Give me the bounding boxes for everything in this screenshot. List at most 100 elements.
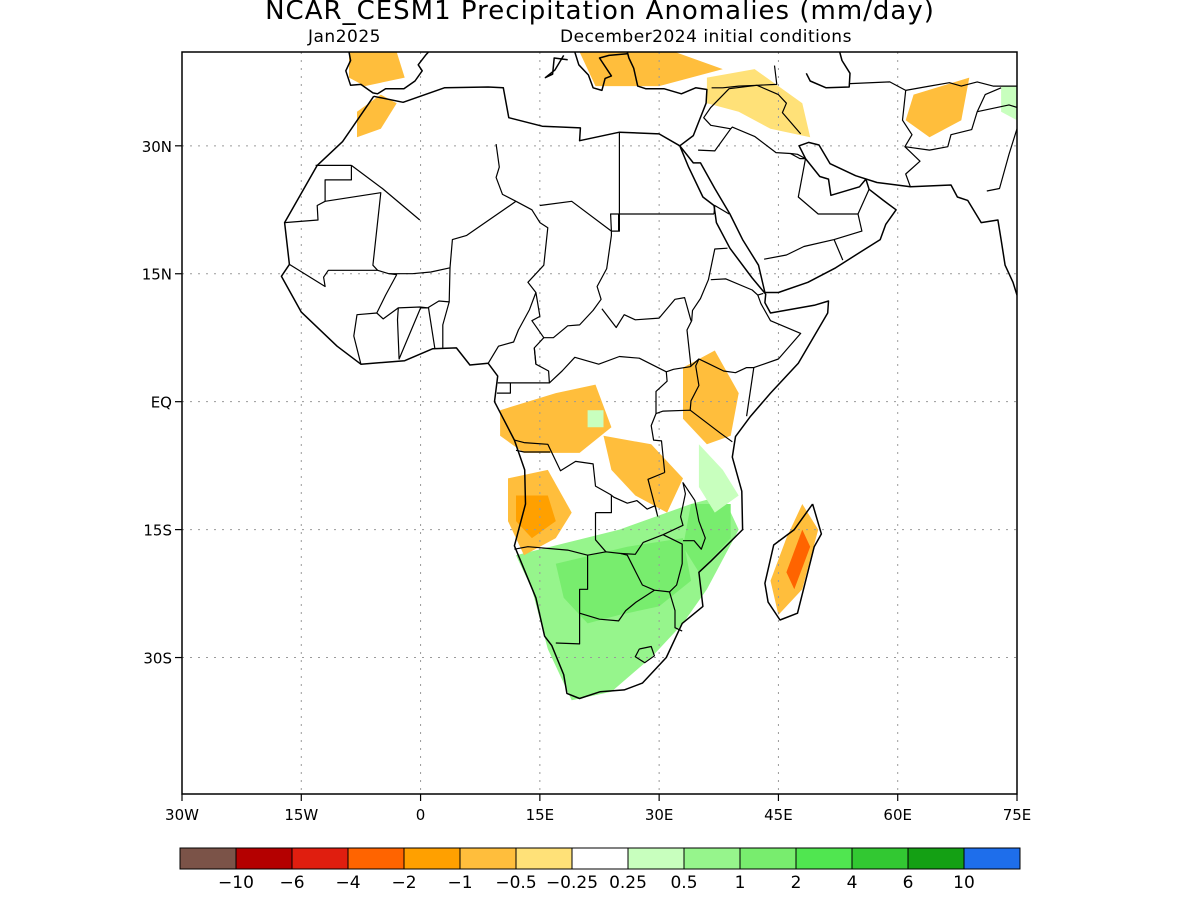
country-border <box>977 104 1017 113</box>
country-border <box>376 273 399 320</box>
colorbar-swatch <box>795 847 853 870</box>
colorbar-label: −4 <box>335 873 360 893</box>
x-tick-label: 15E <box>526 806 555 824</box>
anomaly-mozambique-wet <box>683 504 731 573</box>
country-borders <box>284 65 1017 664</box>
country-border <box>904 87 1002 151</box>
country-border <box>849 81 906 91</box>
colorbar: −10 −6 −4 −2 −1 −0.5 −0.25 0.25 0.5 1 2 4 6 10 <box>179 847 1021 893</box>
map-title: NCAR_CESM1 Precipitation Anomalies (mm/d… <box>265 0 935 26</box>
country-border <box>487 292 537 364</box>
colorbar-swatch <box>683 847 741 870</box>
country-border <box>514 439 665 517</box>
country-border <box>703 84 802 135</box>
country-border <box>353 312 377 365</box>
country-border <box>495 144 517 202</box>
colorbar-swatch <box>347 847 405 870</box>
anomaly-pakistan-dry <box>905 77 970 138</box>
country-border <box>698 126 806 160</box>
anomaly-pakistan-wet <box>1001 86 1017 121</box>
country-border <box>594 512 607 553</box>
anomaly-central-dry <box>603 435 683 513</box>
colorbar-label: −2 <box>391 873 416 893</box>
country-border <box>601 297 692 329</box>
coastline-mediterranean-n <box>626 52 708 147</box>
grid-lines <box>182 52 1017 794</box>
colorbar-swatch <box>235 847 293 870</box>
colorbar-swatch <box>851 847 909 870</box>
x-tick-label: 30E <box>645 806 674 824</box>
y-tick-label: 15N <box>142 266 172 284</box>
colorbar-label: −0.25 <box>546 873 598 893</box>
anomaly-aegean-dry <box>579 52 723 87</box>
y-tick-label: EQ <box>151 394 172 412</box>
country-border <box>686 247 728 367</box>
colorbar-swatch <box>179 847 237 870</box>
country-border <box>555 555 589 645</box>
country-border <box>548 355 700 384</box>
country-border <box>442 301 450 348</box>
country-border <box>515 449 551 453</box>
colorbar-label: 6 <box>903 873 914 893</box>
country-border <box>396 267 451 360</box>
country-border <box>763 152 863 260</box>
y-tick-label: 30S <box>143 650 172 668</box>
colorbar-label: −1 <box>447 873 472 893</box>
colorbar-label: −6 <box>279 873 304 893</box>
valid-month-label: Jan2025 <box>308 27 381 47</box>
country-border <box>689 358 755 417</box>
colorbar-label: −10 <box>218 873 254 893</box>
x-tick-label: 30W <box>165 806 199 824</box>
coastline-madagascar <box>764 503 823 621</box>
coastline-italy-greece <box>544 55 568 79</box>
colorbar-swatch <box>291 847 349 870</box>
coastline-iberia <box>345 52 430 95</box>
country-border <box>609 213 620 232</box>
y-tick-label: 15S <box>143 522 172 540</box>
colorbar-label: 4 <box>847 873 858 893</box>
country-border <box>905 81 1017 91</box>
x-tick-label: 75E <box>1003 806 1032 824</box>
anomaly-morocco-dry <box>357 94 397 138</box>
country-border <box>515 200 613 339</box>
x-tick-label: 0 <box>416 806 426 824</box>
country-border <box>514 546 622 556</box>
colorbar-label: 1 <box>735 873 746 893</box>
x-tick-label: 15W <box>284 806 318 824</box>
coastline-caspian-persian <box>805 52 851 89</box>
country-border <box>351 164 421 221</box>
colorbar-swatch <box>627 847 685 870</box>
anomaly-south-africa-wet-core <box>555 538 691 624</box>
coastline-arabia <box>679 141 1017 296</box>
country-border <box>833 239 844 261</box>
country-border <box>289 192 382 288</box>
colorbar-label: −0.5 <box>495 873 536 893</box>
country-border <box>579 589 655 622</box>
x-tick-label: 45E <box>764 806 793 824</box>
country-border <box>595 495 613 514</box>
country-border <box>668 591 683 632</box>
anomaly-angola-dry-core <box>516 495 556 539</box>
country-border <box>620 482 706 555</box>
coastline-africa <box>280 86 830 700</box>
anomaly-tanzania-wet <box>698 444 739 513</box>
anomaly-layer <box>349 52 1017 701</box>
colorbar-swatch <box>515 847 573 870</box>
country-border <box>650 371 668 473</box>
colorbar-swatch <box>907 847 965 870</box>
y-tick-label: 30N <box>142 138 172 156</box>
country-border <box>710 278 764 296</box>
colorbar-label: 10 <box>953 873 975 893</box>
coastlines <box>280 52 1017 700</box>
country-border <box>753 294 802 369</box>
colorbar-swatch <box>739 847 797 870</box>
colorbar-label: 0.5 <box>670 873 697 893</box>
country-border <box>533 347 537 365</box>
country-border <box>713 204 730 215</box>
country-border <box>986 128 1017 192</box>
initial-conditions-label: December2024 initial conditions <box>560 27 852 47</box>
colorbar-label: 2 <box>791 873 802 893</box>
anomaly-iberia-dry <box>349 52 405 87</box>
colorbar-swatch <box>571 847 629 870</box>
